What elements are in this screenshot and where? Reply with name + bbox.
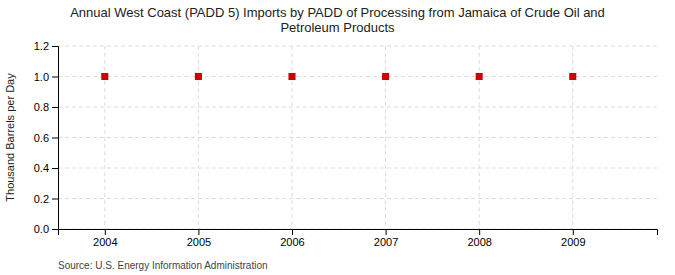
chart-container: 2004 2005 2006 2007 2008 2009 0.0 0.2 0.4 0.6 0.8 1… [0,0,675,275]
x-tick: 2009 [561,229,585,248]
point [101,73,108,80]
y-tick: 1.2 [34,40,58,52]
x-tick-mark [292,229,293,235]
y-tick-label: 0.0 [34,223,49,235]
y-tick-mark [52,46,58,47]
y-tick: 0.4 [34,162,58,174]
y-grid-line [58,46,657,47]
y-tick-label: 0.8 [34,101,49,113]
y-axis-label: Thousand Barrels per Day [4,73,16,202]
y-grid-line [58,137,657,138]
x-tick-label: 2005 [187,236,211,248]
x-tick: 2004 [93,229,117,248]
plot-area: 2004 2005 2006 2007 2008 2009 0.0 0.2 0.4 0.6 0.8 1… [34,40,658,248]
x-axis: 2004 2005 2006 2007 2008 2009 [59,229,658,248]
y-tick-label: 1.0 [34,71,49,83]
x-tick-label: 2007 [374,236,398,248]
y-tick-label: 0.2 [34,193,49,205]
x-tick-mark [198,229,199,235]
x-tick-label: 2004 [93,236,117,248]
y-tick-mark [52,229,58,230]
x-tick-mark [573,229,574,235]
x-tick: 2005 [187,229,211,248]
y-tick-label: 1.2 [34,40,49,52]
y-tick: 0.0 [34,223,58,235]
x-tick-label: 2006 [280,236,304,248]
y-tick-label: 0.4 [34,162,49,174]
y-tick: 0.6 [34,132,58,144]
y-tick-mark [52,107,58,108]
y-grid-line [58,76,657,77]
x-tick-mark [479,229,480,235]
y-tick-mark [52,199,58,200]
points [101,73,576,80]
x-tick-label: 2009 [561,236,585,248]
point [569,73,576,80]
y-tick-label: 0.6 [34,132,49,144]
y-tick-mark [52,77,58,78]
y-tick: 0.8 [34,101,58,113]
x-tick-mark [105,229,106,235]
point [195,73,202,80]
x-tick: 2007 [374,229,398,248]
point [476,73,483,80]
y-grid-line [58,168,657,169]
chart-svg: 2004 2005 2006 2007 2008 2009 0.0 0.2 0.4 0.6 0.8 1… [0,0,675,275]
x-tick-label: 2008 [467,236,491,248]
y-tick-mark [52,168,58,169]
y-grid-line [58,198,657,199]
x-tick: 2006 [280,229,304,248]
x-tick-mark [386,229,387,235]
title-line: Annual West Coast (PADD 5) Imports by PA… [70,5,605,20]
x-tick: 2008 [467,229,491,248]
y-axis-line [52,47,59,230]
point [382,73,389,80]
x-axis-line [59,230,658,236]
y-tick: 1.0 [34,71,58,83]
y-axis: 0.0 0.2 0.4 0.6 0.8 1.0 1.2 [34,40,59,235]
title: Annual West Coast (PADD 5) Imports by PA… [70,5,605,35]
annotation: Source: U.S. Energy Information Administ… [58,260,268,271]
grid [58,46,657,229]
title-line: Petroleum Products [280,20,395,35]
point [288,73,295,80]
y-tick-mark [52,138,58,139]
y-tick: 0.2 [34,193,58,205]
y-grid-line [58,107,657,108]
